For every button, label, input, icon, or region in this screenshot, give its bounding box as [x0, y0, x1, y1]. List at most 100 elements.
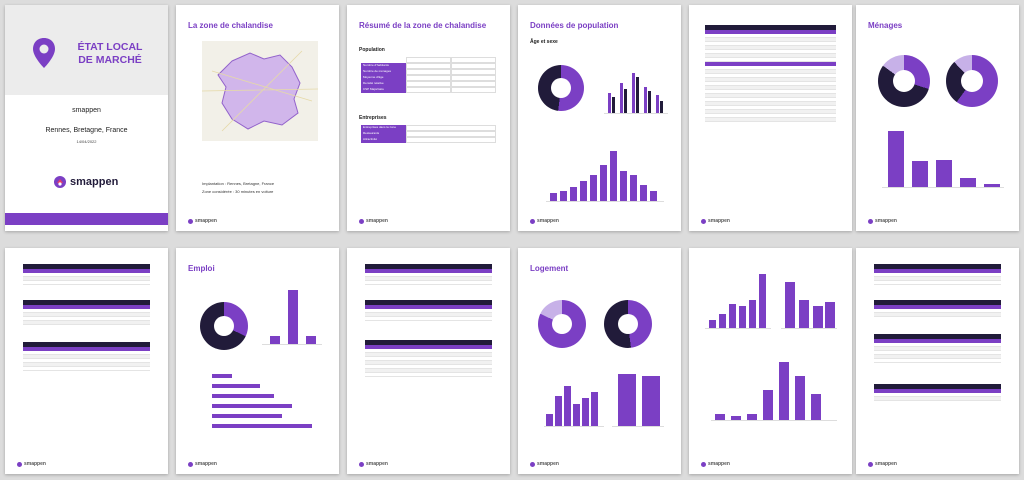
employment-age-table: [365, 264, 492, 285]
page-employment-tables[interactable]: smappen: [347, 248, 510, 474]
row-label: Nombre d'habitants: [361, 63, 406, 69]
footer-logo-icon: [188, 461, 193, 467]
footer-logo-text: smappen: [875, 461, 897, 467]
footer-logo-text: smappen: [537, 461, 559, 467]
business-table: Entreprises dans la zone Restaurants Att…: [361, 125, 496, 143]
row-label: CSP Majoritaire: [361, 87, 406, 93]
population-table: Nombre d'habitants Nombre de ménages Moy…: [361, 57, 496, 93]
row-label: Entreprises dans la zone: [361, 125, 406, 131]
page-title: Ménages: [868, 21, 903, 30]
page-housing-tables[interactable]: smappen: [856, 248, 1019, 474]
page-title: Logement: [530, 264, 569, 273]
page-summary[interactable]: Résumé de la zone de chalandise Populati…: [347, 5, 510, 231]
footer-logo-icon: [868, 218, 873, 224]
page-footer: smappen: [17, 460, 157, 468]
smappen-logo-icon: [54, 176, 66, 188]
cover-page[interactable]: ÉTAT LOCAL DE MARCHÉ smappen Rennes, Bre…: [5, 5, 168, 231]
cover-header-band: [5, 5, 168, 95]
page-title: Emploi: [188, 264, 215, 273]
row-label: Nombre de ménages: [361, 69, 406, 75]
cover-brand-name: smappen: [72, 107, 101, 114]
cover-logo-text: smappen: [70, 176, 119, 188]
footer-logo-text: smappen: [708, 461, 730, 467]
main-residences-bar-chart: [705, 272, 771, 328]
footer-logo-text: smappen: [195, 461, 217, 467]
footer-logo-icon: [530, 461, 535, 467]
footer-logo-icon: [530, 218, 535, 224]
sex-donut-chart: [538, 65, 584, 111]
page-footer: smappen: [868, 217, 1008, 225]
page-title: Résumé de la zone de chalandise: [359, 21, 487, 30]
page-footer: smappen: [188, 460, 328, 468]
footer-logo-text: smappen: [875, 218, 897, 224]
footer-logo-text: smappen: [366, 218, 388, 224]
page-footer: smappen: [701, 460, 841, 468]
footer-logo-icon: [701, 218, 706, 224]
population-detail-table: [705, 25, 836, 122]
map-pin-icon: [33, 38, 55, 68]
housing-split-donut: [538, 300, 586, 348]
catchment-map: [201, 41, 319, 141]
footer-logo-text: smappen: [24, 461, 46, 467]
age-histogram-chart: [546, 145, 664, 201]
family-structure-donut: [946, 55, 998, 107]
household-structure-donut: [878, 55, 930, 107]
page-household-tables[interactable]: smappen: [5, 248, 168, 474]
row-label: Moyenne d'âge: [361, 75, 406, 81]
employment-age-bar-chart: [262, 288, 322, 344]
cover-logo: smappen: [53, 175, 118, 189]
household-structure-table: [23, 264, 150, 285]
page-footer: smappen: [868, 460, 1008, 468]
footer-logo-icon: [868, 461, 873, 467]
owner-tenant-bar-chart: [612, 372, 664, 426]
business-heading: Entreprises: [359, 115, 387, 121]
housing-type-donut: [604, 300, 652, 348]
row-label: Restaurants: [361, 131, 406, 137]
page-title: La zone de chalandise: [188, 21, 273, 30]
page-housing-charts[interactable]: smappen: [689, 248, 852, 474]
page-footer: smappen: [530, 217, 670, 225]
rooms-bar-chart: [544, 372, 604, 426]
cover-location: Rennes, Bretagne, France: [45, 127, 128, 134]
cover-title: ÉTAT LOCAL DE MARCHÉ: [77, 41, 143, 66]
row-label: Attractivité: [361, 137, 406, 143]
page-footer: smappen: [359, 217, 499, 225]
age-sex-bar-chart: [604, 65, 668, 113]
page-catchment-area[interactable]: La zone de chalandise Implantation : Ren…: [176, 5, 339, 231]
socio-professional-table: [365, 340, 492, 377]
footer-logo-icon: [17, 461, 22, 467]
owner-tenant-table: [874, 384, 1001, 401]
footer-logo-text: smappen: [366, 461, 388, 467]
housing-split-table: [874, 264, 1001, 285]
construction-year-bar-chart: [711, 358, 837, 420]
children-count-bar-chart: [882, 129, 1004, 187]
footer-logo-icon: [359, 461, 364, 467]
page-population[interactable]: Données de population Âge et sexe: [518, 5, 681, 231]
employment-status-table: [365, 300, 492, 321]
page-title: Données de population: [530, 21, 619, 30]
cover-bottom-bar: [5, 213, 168, 225]
population-heading: Population: [359, 47, 385, 53]
page-employment[interactable]: Emploi smappen: [176, 248, 339, 474]
age-sex-heading: Âge et sexe: [530, 39, 558, 45]
page-households[interactable]: Ménages smappen: [856, 5, 1019, 231]
footer-logo-icon: [701, 461, 706, 467]
page-population-table[interactable]: smappen: [689, 5, 852, 231]
page-footer: smappen: [188, 217, 328, 225]
row-label: Densité relative: [361, 81, 406, 87]
page-footer: smappen: [701, 217, 841, 225]
footer-logo-text: smappen: [708, 218, 730, 224]
footer-logo-icon: [359, 218, 364, 224]
employment-donut-chart: [200, 302, 248, 350]
footer-logo-text: smappen: [537, 218, 559, 224]
housing-type-table: [874, 300, 1001, 317]
map-caption-zone: Zone considérée : 30 minutes en voiture: [202, 189, 274, 194]
socio-professional-hbar-chart: [212, 372, 324, 434]
occupancy-duration-bar-chart: [781, 272, 837, 328]
family-structure-table: [23, 300, 150, 325]
rooms-table: [874, 334, 1001, 363]
footer-logo-icon: [188, 218, 193, 224]
page-footer: smappen: [530, 460, 670, 468]
page-housing[interactable]: Logement smappen: [518, 248, 681, 474]
cover-date: 14/04/2022: [76, 139, 97, 144]
